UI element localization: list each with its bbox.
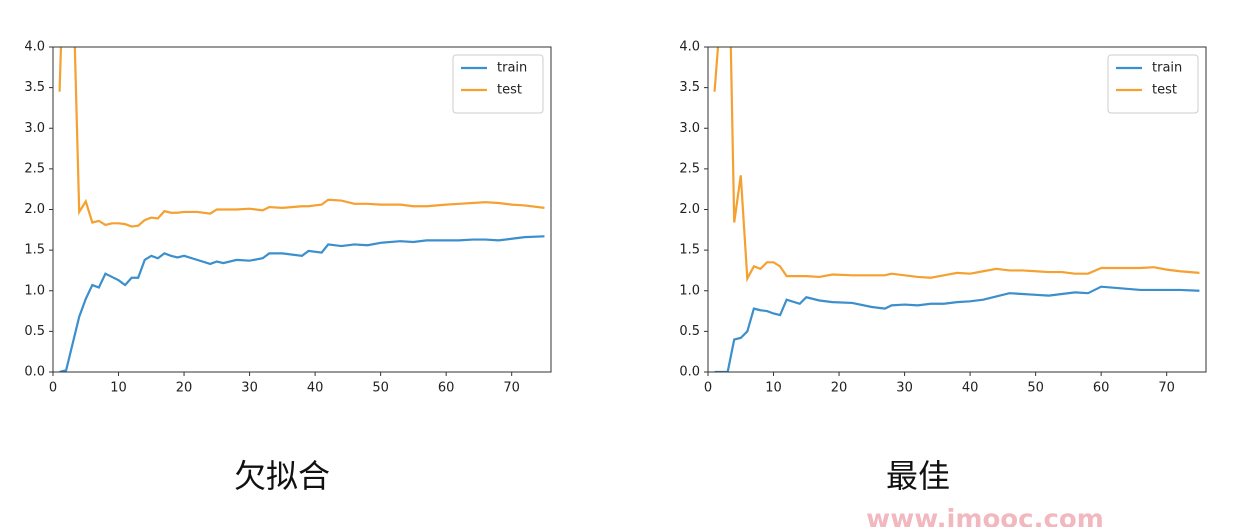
caption: 欠拟合: [234, 457, 330, 495]
legend-label: test: [1152, 83, 1177, 98]
x-tick-label: 0: [49, 381, 57, 396]
caption: 最佳: [886, 457, 950, 495]
y-tick-label: 0.5: [679, 324, 700, 339]
x-tick-label: 60: [1093, 381, 1110, 396]
x-tick-label: 70: [503, 381, 520, 396]
legend: train test: [452, 54, 544, 114]
plot-frame: [707, 46, 1207, 373]
x-tick-label: 10: [765, 381, 782, 396]
line: [713, 47, 1200, 283]
line: [59, 235, 545, 372]
y-tick-label: 1.5: [679, 243, 700, 258]
y-tick-label: 1.0: [24, 283, 45, 298]
y-tick-label: 1.5: [24, 243, 45, 258]
line: [714, 285, 1200, 372]
x-tick-label: 30: [241, 381, 258, 396]
y-tick-label: 3.0: [679, 121, 700, 136]
x-tick-label: 40: [962, 381, 979, 396]
x-tick-label: 30: [896, 381, 913, 396]
y-tick-label: 3.5: [679, 80, 700, 95]
y-tick-label: 2.0: [679, 202, 700, 217]
legend-label: test: [497, 83, 522, 98]
y-tick-label: 0.5: [24, 324, 45, 339]
x-tick-label: 70: [1158, 381, 1175, 396]
watermark: www.imooc.com: [866, 505, 1104, 527]
x-tick-label: 60: [438, 381, 455, 396]
x-tick-label: 10: [110, 381, 127, 396]
legend-label: train: [497, 61, 527, 76]
legend: train test: [1107, 54, 1199, 114]
x-tick-label: 20: [176, 381, 193, 396]
legend-label: train: [1152, 61, 1182, 76]
y-tick-label: 1.0: [679, 283, 700, 298]
y-tick-label: 0.0: [679, 365, 700, 380]
y-tick-label: 3.0: [24, 121, 45, 136]
x-tick-label: 0: [704, 381, 712, 396]
chart: 0 10 20 30 40 50 60 70 0.0 0.5 1.0 1.5 2.0 2.5 3.0 3.5 4…: [679, 40, 1207, 495]
x-tick-label: 50: [372, 381, 389, 396]
y-tick-label: 3.5: [24, 80, 45, 95]
y-tick-label: 4.0: [679, 40, 700, 55]
y-tick-label: 4.0: [24, 40, 45, 55]
line: [58, 47, 545, 228]
chart: 0 10 20 30 40 50 60 70 0.0 0.5 1.0 1.5 2.0 2.5 3.0 3.5 4…: [24, 40, 552, 495]
y-tick-label: 2.0: [24, 202, 45, 217]
x-tick-label: 20: [831, 381, 848, 396]
y-tick-label: 2.5: [679, 161, 700, 176]
legend-frame: [452, 54, 544, 114]
y-tick-label: 0.0: [24, 365, 45, 380]
plot-frame: [52, 46, 552, 373]
x-tick-label: 50: [1027, 381, 1044, 396]
legend-frame: [1107, 54, 1199, 114]
x-tick-label: 40: [307, 381, 324, 396]
y-tick-label: 2.5: [24, 161, 45, 176]
